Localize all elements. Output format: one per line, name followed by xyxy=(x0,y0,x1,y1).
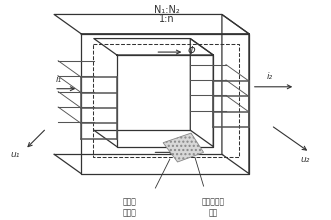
Text: 1:n: 1:n xyxy=(159,13,175,24)
Text: 电流产生的
磁通: 电流产生的 磁通 xyxy=(202,198,225,217)
Text: i₁: i₁ xyxy=(56,75,62,84)
Text: N₁:N₂: N₁:N₂ xyxy=(154,5,180,15)
Text: i₂: i₂ xyxy=(266,72,272,81)
Text: Φ: Φ xyxy=(187,46,195,56)
Text: u₂: u₂ xyxy=(300,155,309,164)
Text: 磁心横
截面积: 磁心横 截面积 xyxy=(122,198,136,217)
Text: u₁: u₁ xyxy=(11,150,20,159)
Polygon shape xyxy=(163,133,204,162)
